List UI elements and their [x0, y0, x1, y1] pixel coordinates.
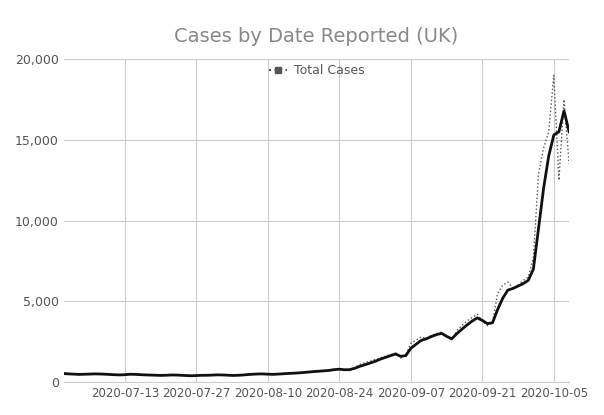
Legend: Total Cases: Total Cases [263, 59, 369, 82]
Title: Cases by Date Reported (UK): Cases by Date Reported (UK) [175, 27, 458, 46]
